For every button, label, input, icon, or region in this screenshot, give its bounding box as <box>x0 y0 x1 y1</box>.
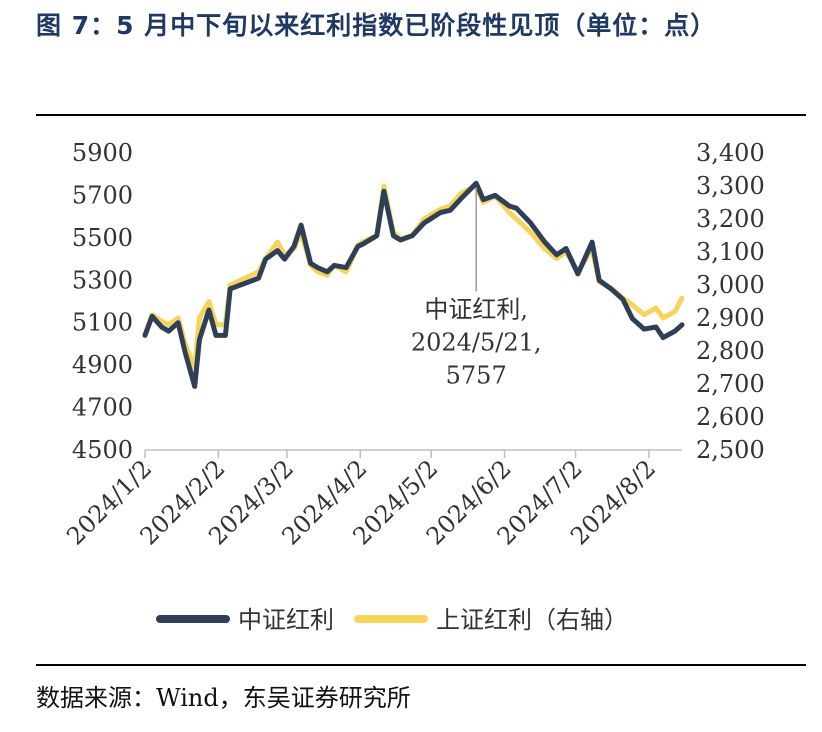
annotation-text: 2024/5/21, <box>411 328 542 356</box>
left-axis-tick-label: 4900 <box>72 351 133 379</box>
right-axis-tick-label: 3,100 <box>696 238 765 266</box>
left-axis-tick-label: 4500 <box>72 436 133 464</box>
legend-item-csi-dividend-label: 中证红利 <box>238 606 334 634</box>
left-axis-tick-label: 5700 <box>72 181 133 209</box>
left-axis-tick-label: 4700 <box>72 394 133 422</box>
right-axis-tick-label: 2,600 <box>696 403 765 431</box>
annotation-layer: 中证红利, 2024/5/21, 5757 <box>411 187 542 389</box>
legend: 中证红利 上证红利（右轴） <box>156 606 628 634</box>
right-axis-tick-label: 3,000 <box>696 271 765 299</box>
right-axis-tick-label: 3,200 <box>696 205 765 233</box>
series-layer <box>142 180 685 389</box>
left-axis-tick-label: 5300 <box>72 266 133 294</box>
right-axis-tick-label: 2,700 <box>696 370 765 398</box>
bottom-rule <box>36 664 806 666</box>
series-line-csi-dividend <box>142 180 685 389</box>
right-axis-tick-label: 3,300 <box>696 172 765 200</box>
right-axis-tick-label: 2,900 <box>696 304 765 332</box>
annotation-text: 中证红利, <box>424 295 528 323</box>
annotation-text: 5757 <box>446 361 507 389</box>
chart-title: 图 7：5 月中下旬以来红利指数已阶段性见顶（单位：点） <box>36 11 717 40</box>
left-axis-tick-label: 5100 <box>72 309 133 337</box>
left-axis-tick-label: 5500 <box>72 224 133 252</box>
top-rule <box>36 114 806 116</box>
source-note: 数据来源：Wind，东吴证券研究所 <box>36 684 411 712</box>
chart: 5900 5700 5500 5300 5100 4900 4700 4500 3,400 3,3… <box>61 139 765 634</box>
right-axis-tick-label: 2,800 <box>696 337 765 365</box>
legend-item-sse-dividend-label: 上证红利（右轴） <box>436 606 628 634</box>
right-axis-tick-label: 2,500 <box>696 436 765 464</box>
right-axis-tick-label: 3,400 <box>696 139 765 167</box>
left-axis-tick-label: 5900 <box>72 139 133 167</box>
